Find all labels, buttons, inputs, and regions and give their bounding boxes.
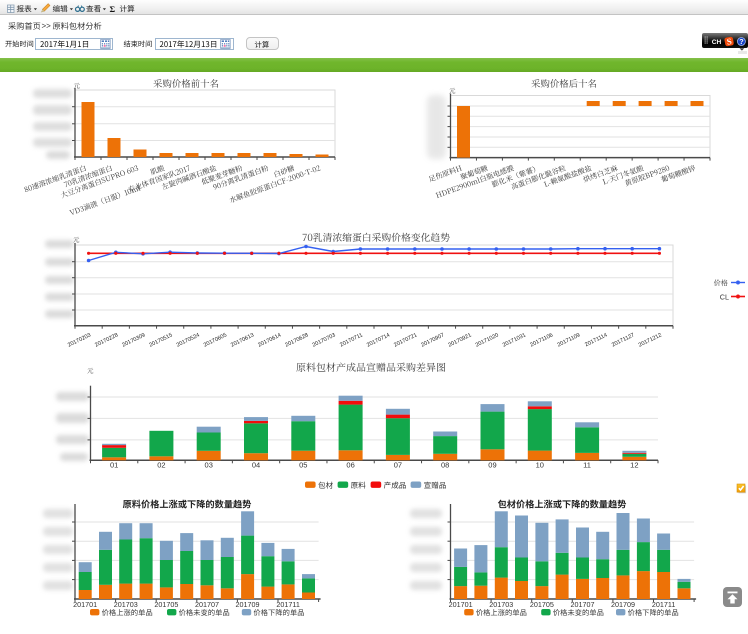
svg-text:S: S	[726, 36, 733, 47]
svg-text:?: ?	[739, 37, 743, 46]
svg-text:03: 03	[205, 461, 213, 470]
svg-text:201709: 201709	[611, 600, 635, 609]
svg-text:10: 10	[536, 461, 544, 470]
svg-text:20171020: 20171020	[475, 332, 500, 348]
svg-text:09: 09	[488, 461, 496, 470]
svg-text:20170614: 20170614	[257, 332, 282, 348]
svg-text:20170228: 20170228	[94, 332, 119, 348]
svg-text:201707: 201707	[570, 600, 594, 609]
svg-text:20171127: 20171127	[611, 332, 636, 348]
svg-text:201705: 201705	[530, 600, 554, 609]
svg-text:20170703: 20170703	[312, 332, 337, 348]
svg-text:>>: >>	[42, 22, 52, 31]
svg-text:20170515: 20170515	[149, 332, 174, 348]
svg-text:06: 06	[346, 461, 354, 470]
svg-text:20170714: 20170714	[366, 332, 391, 348]
svg-text:20171114: 20171114	[584, 332, 608, 348]
svg-text:20170921: 20170921	[448, 332, 473, 348]
svg-text:20170711: 20170711	[339, 332, 364, 348]
svg-text:20170524: 20170524	[176, 332, 201, 348]
svg-text:20170309: 20170309	[121, 332, 146, 348]
svg-text:12: 12	[630, 461, 638, 470]
svg-text:20171109: 20171109	[557, 332, 582, 348]
svg-text:07: 07	[394, 461, 402, 470]
svg-text:05: 05	[299, 461, 307, 470]
svg-text:201707: 201707	[195, 600, 219, 609]
svg-text:201701: 201701	[73, 600, 97, 609]
svg-text:201711: 201711	[276, 600, 299, 609]
svg-text:CH: CH	[712, 39, 722, 46]
svg-text:Σ: Σ	[110, 4, 116, 14]
svg-text:201703: 201703	[114, 600, 138, 609]
svg-text:20171106: 20171106	[529, 332, 554, 348]
svg-text:20171031: 20171031	[502, 332, 527, 348]
svg-text:201705: 201705	[154, 600, 178, 609]
svg-text:02: 02	[157, 461, 165, 470]
svg-text:01: 01	[110, 461, 118, 470]
svg-text:201709: 201709	[236, 600, 260, 609]
svg-text:04: 04	[252, 461, 260, 470]
svg-text:201701: 201701	[449, 600, 473, 609]
svg-text:20170721: 20170721	[393, 332, 418, 348]
svg-text:201711: 201711	[652, 600, 675, 609]
svg-text:08: 08	[441, 461, 449, 470]
svg-text:11: 11	[583, 461, 591, 470]
svg-text:20171212: 20171212	[638, 332, 663, 348]
svg-text:20170605: 20170605	[203, 332, 228, 348]
svg-text:CL: CL	[720, 293, 729, 302]
svg-text:20170613: 20170613	[230, 332, 255, 348]
svg-text:201703: 201703	[489, 600, 513, 609]
svg-text:20170907: 20170907	[420, 332, 445, 348]
svg-text:20170203: 20170203	[67, 332, 92, 348]
svg-text:20170628: 20170628	[284, 332, 309, 348]
